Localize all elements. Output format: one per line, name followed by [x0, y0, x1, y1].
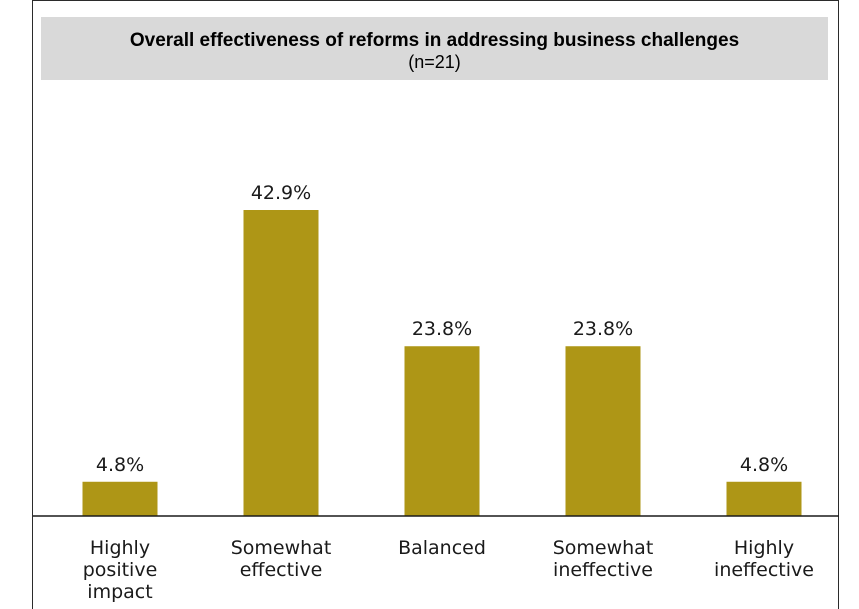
category-label-5-line-2: ineffective: [714, 559, 814, 581]
bar-4: [565, 346, 641, 516]
value-label-5: 4.8%: [740, 454, 788, 476]
category-label-5-line-1: Highly: [734, 537, 794, 559]
category-label-3-line-1: Balanced: [398, 537, 486, 559]
chart-subtitle: (n=21): [408, 52, 461, 72]
bars-group: [82, 210, 802, 516]
category-label-1-line-2: positive: [83, 559, 158, 581]
category-labels-group: HighlypositiveimpactSomewhateffectiveBal…: [83, 537, 814, 603]
value-label-3: 23.8%: [412, 318, 472, 340]
chart-header: Overall effectiveness of reforms in addr…: [41, 17, 828, 80]
value-label-2: 42.9%: [251, 182, 311, 204]
bar-5: [726, 481, 802, 516]
value-label-1: 4.8%: [96, 454, 144, 476]
bar-1: [82, 481, 158, 516]
chart-title: Overall effectiveness of reforms in addr…: [129, 30, 740, 51]
category-label-2-line-2: effective: [240, 559, 323, 581]
bar-3: [404, 346, 480, 516]
value-labels-group: 4.8% 42.9% 23.8% 23.8% 4.8%: [96, 182, 788, 476]
bar-2: [243, 210, 319, 516]
category-label-1-line-1: Highly: [90, 537, 150, 559]
category-label-4-line-1: Somewhat: [553, 537, 654, 559]
category-label-2-line-1: Somewhat: [231, 537, 332, 559]
category-label-4-line-2: ineffective: [553, 559, 653, 581]
category-label-1-line-3: impact: [87, 581, 152, 603]
chart-frame: [32, 0, 839, 609]
value-label-4: 23.8%: [573, 318, 633, 340]
